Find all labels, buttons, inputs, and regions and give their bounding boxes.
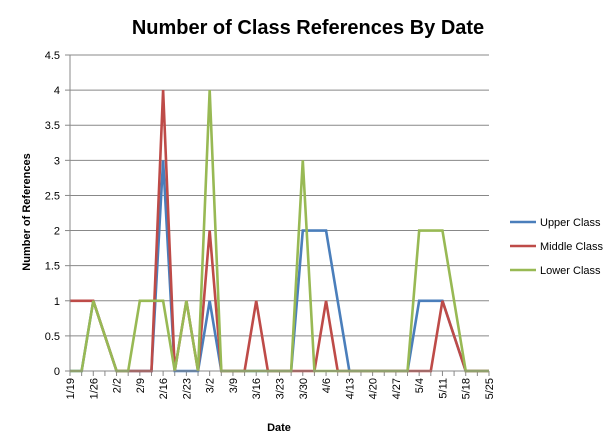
x-tick-label: 4/13	[344, 378, 356, 399]
x-tick-label: 3/9	[228, 378, 240, 393]
x-tick-label: 4/27	[391, 378, 403, 399]
legend: Upper Class Middle Class Lower Class	[510, 217, 603, 277]
x-tick-label: 3/2	[205, 378, 217, 393]
x-axis-ticks: 1/19 1/26 2/2 2/9 2/16 2/23 3/2 3/9 3/16 3/23 3/30…	[65, 371, 496, 399]
legend-label: Middle Class	[540, 241, 603, 253]
x-axis-title: Date	[267, 422, 291, 434]
y-tick-label: 0	[54, 366, 60, 378]
x-tick-label: 2/23	[181, 378, 193, 399]
x-tick-label: 5/25	[484, 378, 496, 399]
chart-title: Number of Class References By Date	[132, 17, 484, 39]
x-tick-label: 2/2	[112, 378, 124, 393]
y-tick-label: 3	[54, 155, 60, 167]
y-tick-label: 2.5	[45, 190, 60, 202]
legend-label: Upper Class	[540, 217, 601, 229]
x-tick-label: 5/18	[461, 378, 473, 399]
y-tick-label: 2	[54, 226, 60, 238]
legend-label: Lower Class	[540, 265, 601, 277]
y-tick-label: 3.5	[45, 120, 60, 132]
x-tick-label: 2/16	[158, 378, 170, 399]
y-tick-label: 1	[54, 296, 60, 308]
y-tick-label: 4	[54, 85, 60, 97]
y-axis-title: Number of References	[21, 153, 33, 270]
axes	[69, 55, 489, 372]
x-tick-label: 1/19	[65, 378, 77, 399]
x-tick-label: 2/9	[135, 378, 147, 393]
y-axis-ticks: 0 0.5 1 1.5 2 2.5 3 3.5 4 4.5	[45, 50, 70, 378]
x-tick-label: 4/20	[368, 378, 380, 399]
gridlines	[70, 54, 489, 372]
y-tick-label: 0.5	[45, 331, 60, 343]
x-tick-label: 5/11	[437, 378, 449, 399]
x-tick-label: 1/26	[88, 378, 100, 399]
x-tick-label: 3/30	[298, 378, 310, 399]
x-tick-label: 4/6	[321, 378, 333, 393]
x-tick-label: 3/16	[251, 378, 263, 399]
y-tick-label: 4.5	[45, 50, 60, 62]
x-tick-label: 3/23	[275, 378, 287, 399]
y-tick-label: 1.5	[45, 261, 60, 273]
x-tick-label: 5/4	[414, 378, 426, 393]
